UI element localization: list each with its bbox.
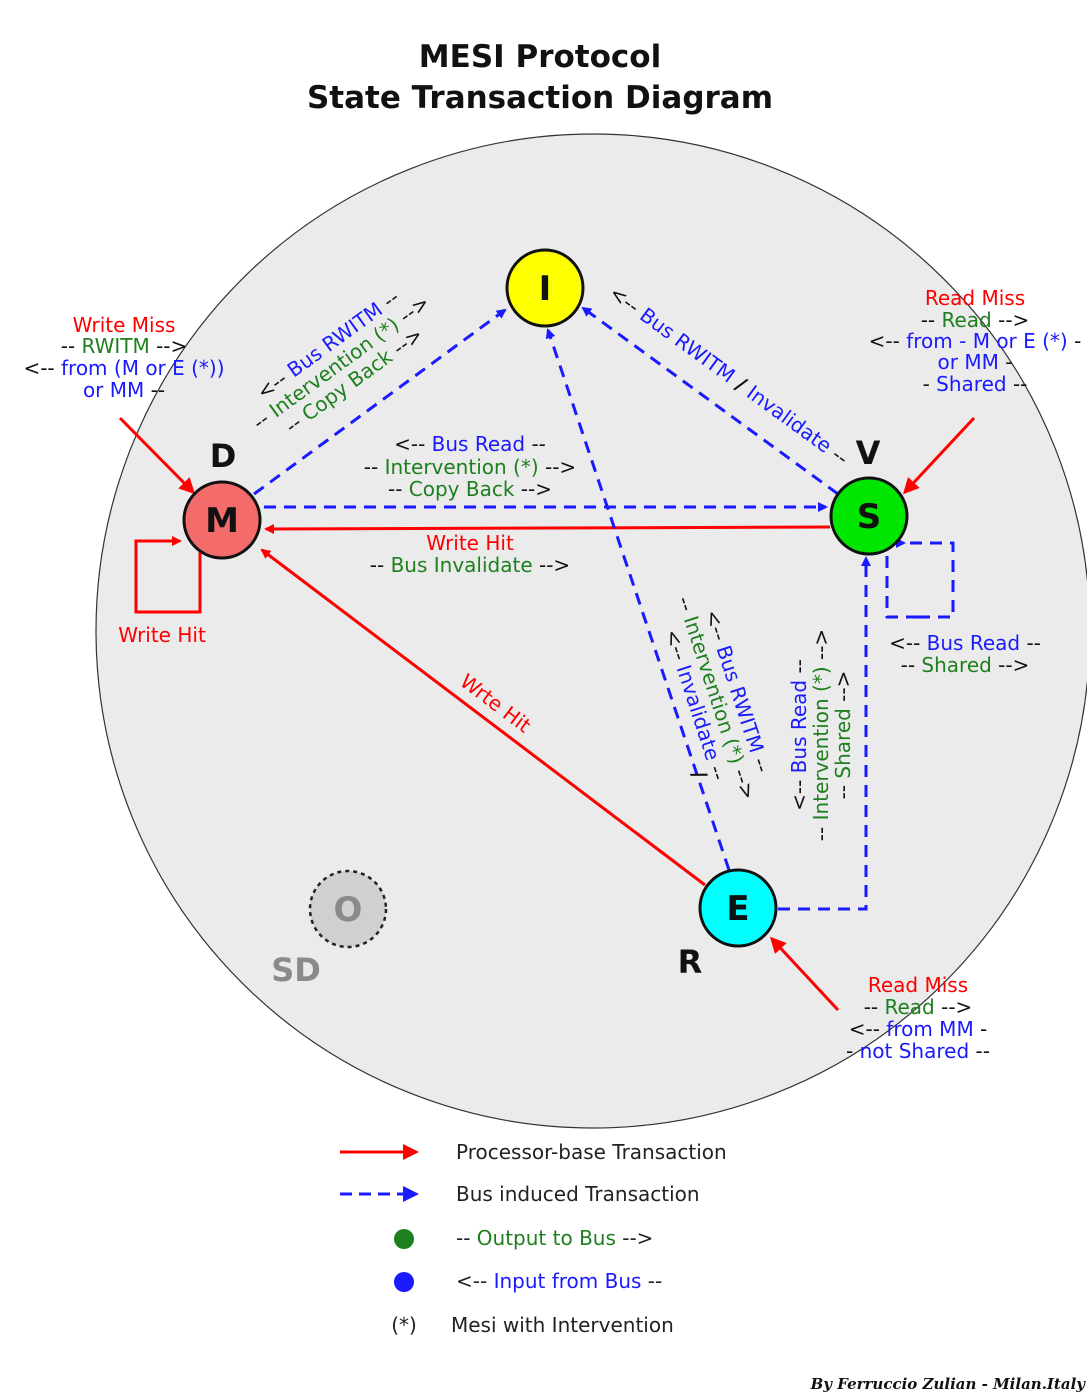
label-m-to-s: <-- Bus Read -- -- Intervention (*) --> …: [364, 432, 576, 501]
state-m-letter: M: [205, 501, 239, 541]
svg-text:Read Miss: Read Miss: [868, 973, 968, 997]
edge-e-to-s: [778, 556, 871, 911]
svg-text:-- Read -->: -- Read -->: [864, 995, 973, 1019]
legend-item-input: <-- Input from Bus --: [394, 1269, 662, 1293]
svg-text:<-- Bus Read --: <-- Bus Read --: [787, 659, 811, 811]
legend-blue-dot-icon: [394, 1272, 414, 1292]
edge-m-self-loop: [134, 536, 202, 614]
svg-text:<-- Input from Bus --: <-- Input from Bus --: [456, 1269, 662, 1293]
edge-e-to-i: [545, 328, 731, 871]
title-line-2: State Transaction Diagram: [307, 80, 773, 116]
svg-text:-- Shared -->: -- Shared -->: [831, 671, 855, 800]
svg-text:-- Intervention (*) -->: -- Intervention (*) -->: [809, 629, 833, 841]
state-i-letter: I: [539, 269, 552, 309]
credit: By Ferruccio Zulian - Milan.Italy: [810, 1375, 1087, 1393]
legend-green-dot-icon: [394, 1229, 414, 1249]
label-m-self: Write Hit: [118, 623, 206, 647]
svg-text:Write Hit: Write Hit: [426, 531, 514, 555]
svg-text:-- Shared -->: -- Shared -->: [901, 653, 1030, 677]
alt-letter-r: R: [678, 943, 703, 981]
state-o: O: [308, 869, 388, 949]
svg-text:-- Bus Invalidate -->: -- Bus Invalidate -->: [370, 553, 570, 577]
edge-read-miss-to-e: [769, 936, 840, 1012]
edge-m-to-i: [253, 308, 507, 496]
legend-item-output: -- Output to Bus -->: [394, 1226, 653, 1250]
svg-text:Bus induced Transaction: Bus induced Transaction: [456, 1182, 700, 1206]
legend: Processor-base Transaction Bus induced T…: [340, 1140, 727, 1337]
legend-item-bus: Bus induced Transaction: [340, 1182, 700, 1206]
svg-text:Read Miss: Read Miss: [925, 286, 1025, 310]
label-s-to-m: Write Hit -- Bus Invalidate -->: [370, 531, 570, 577]
title-line-1: MESI Protocol: [419, 39, 661, 75]
svg-text:<-- from - M or E (*) -: <-- from - M or E (*) -: [869, 329, 1082, 353]
label-write-miss-m: Write Miss -- RWITM --> <-- from (M or E…: [23, 313, 224, 402]
svg-text:<-- from (M or E (*)): <-- from (M or E (*)): [23, 356, 224, 380]
edge-e-to-m: [260, 548, 706, 887]
svg-text:<-- Bus Read --: <-- Bus Read --: [889, 631, 1041, 655]
svg-text:or MM -: or MM -: [938, 350, 1013, 374]
label-read-miss-e: Read Miss -- Read --> <-- from MM - - no…: [846, 973, 990, 1063]
legend-asterisk-symbol: (*): [391, 1313, 417, 1337]
svg-text:<-- from MM -: <-- from MM -: [849, 1017, 988, 1041]
state-e: E: [698, 868, 778, 948]
state-m: M: [182, 480, 262, 560]
svg-text:Mesi with Intervention: Mesi with Intervention: [451, 1313, 674, 1337]
svg-text:or MM --: or MM --: [83, 378, 165, 402]
edge-s-to-i: [581, 306, 839, 496]
state-o-letter: O: [334, 890, 363, 930]
label-s-self: <-- Bus Read -- -- Shared -->: [889, 631, 1041, 677]
svg-text:-- Intervention (*) -->: -- Intervention (*) -->: [364, 455, 576, 479]
svg-text:-- Output to Bus -->: -- Output to Bus -->: [456, 1226, 653, 1250]
svg-text:<-- Bus Read --: <-- Bus Read --: [394, 432, 546, 456]
alt-letter-sd: SD: [271, 951, 321, 989]
svg-text:-- Read -->: -- Read -->: [921, 308, 1030, 332]
legend-item-intervention: (*) Mesi with Intervention: [391, 1313, 674, 1337]
state-e-letter: E: [726, 889, 749, 929]
edge-read-miss-to-s: [902, 416, 976, 495]
svg-text:- Shared --: - Shared --: [923, 372, 1028, 396]
state-i: I: [505, 248, 585, 328]
alt-letter-v: V: [856, 434, 881, 472]
label-read-miss-s: Read Miss -- Read --> <-- from - M or E …: [869, 286, 1082, 396]
svg-text:-- Copy Back -->: -- Copy Back -->: [388, 477, 552, 501]
svg-text:- not Shared --: - not Shared --: [846, 1039, 990, 1063]
edge-write-miss-to-m: [118, 416, 196, 495]
svg-text:-- RWITM -->: -- RWITM -->: [61, 334, 188, 358]
state-s: S: [829, 476, 909, 556]
legend-item-processor: Processor-base Transaction: [340, 1140, 727, 1164]
svg-text:Write Miss: Write Miss: [73, 313, 176, 337]
edge-s-self-loop: [885, 541, 955, 619]
svg-text:Processor-base Transaction: Processor-base Transaction: [456, 1140, 727, 1164]
label-e-to-s: <-- Bus Read -- -- Intervention (*) --> …: [787, 629, 855, 841]
edge-s-to-m: [264, 523, 831, 534]
state-s-letter: S: [857, 497, 882, 537]
alt-letter-d: D: [210, 437, 237, 475]
